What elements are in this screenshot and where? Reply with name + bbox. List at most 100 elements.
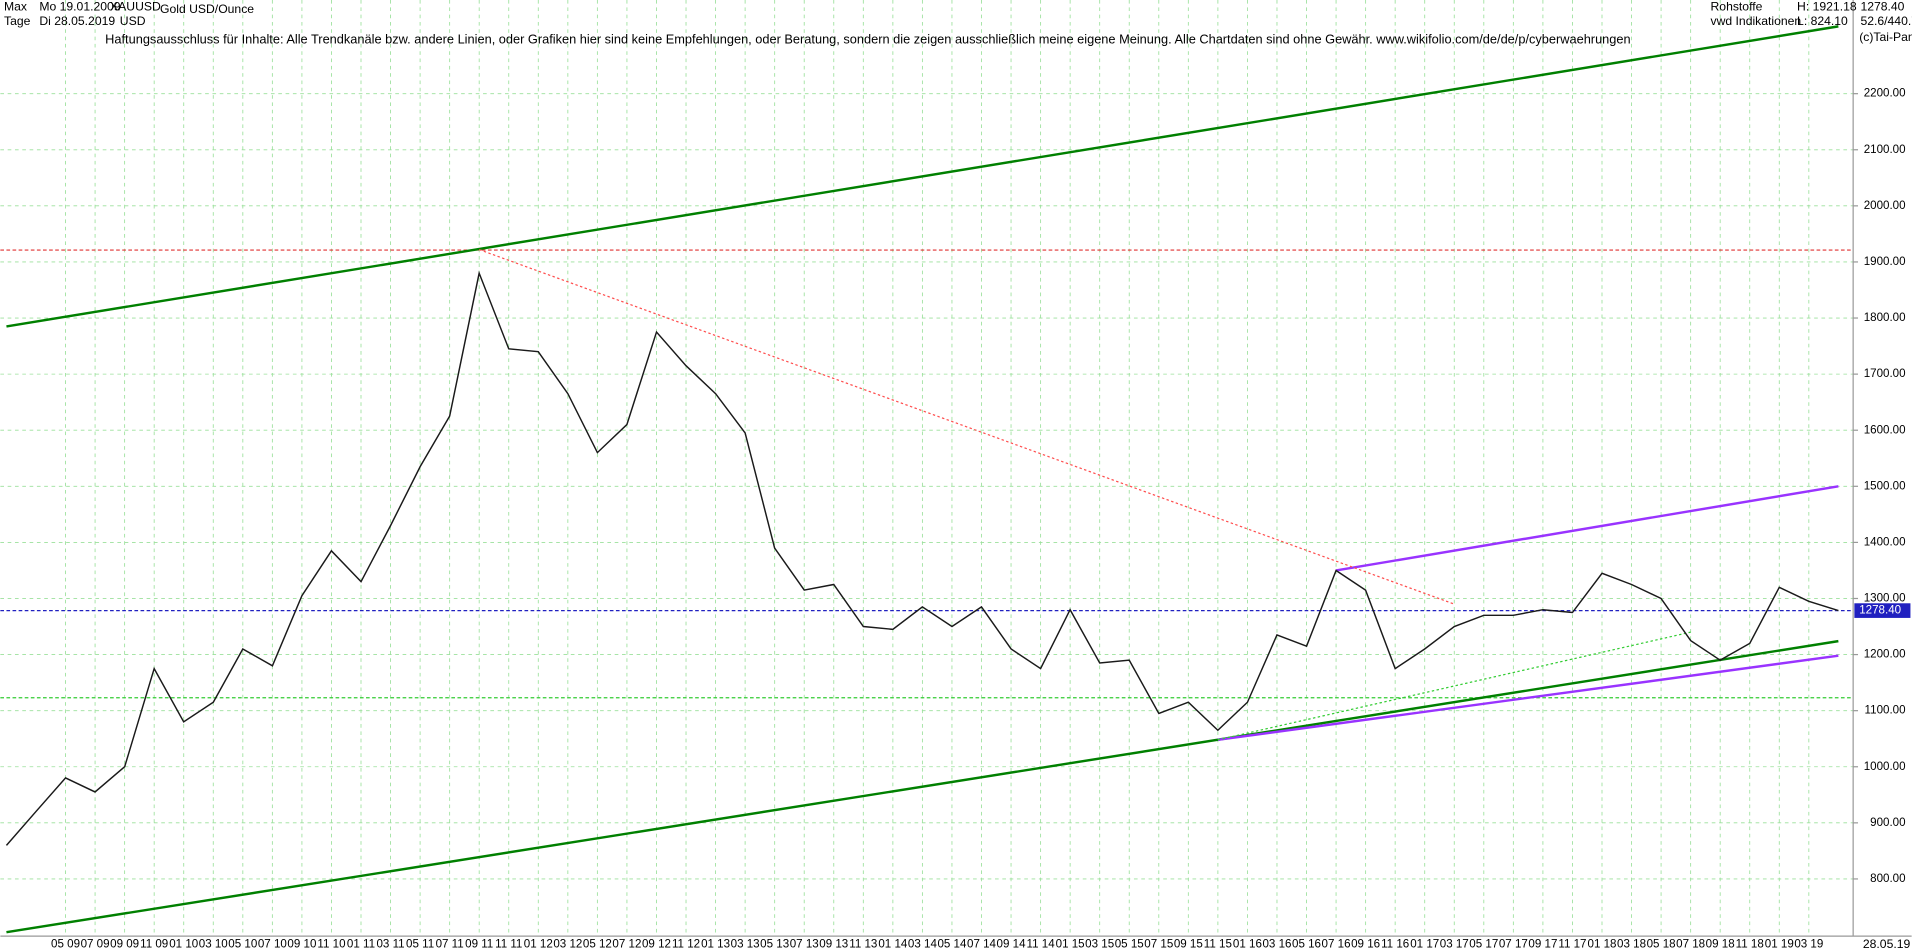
x-tick-label: 09 11: [465, 939, 493, 951]
price-line: [5, 270, 1839, 846]
x-tick-label: 07 18: [1676, 939, 1705, 951]
x-tick-label: 07 16: [1322, 939, 1351, 951]
y-tick-label: 1800.00: [1864, 312, 1906, 324]
x-tick-label: 07 09: [81, 939, 110, 951]
trend-line: [478, 249, 1455, 605]
x-tick-label: 03 17: [1440, 939, 1469, 951]
x-tick-label: 01 14: [878, 939, 908, 951]
copyright: (c)Tai-Pan: [1859, 30, 1912, 44]
x-tick-label: 01 15: [1056, 939, 1085, 951]
x-tick-label: 07 14: [967, 939, 997, 951]
x-tick-label: 05 12: [583, 939, 612, 951]
x-tick-label: 05 17: [1469, 939, 1498, 951]
y-tick-label: 1100.00: [1865, 705, 1906, 717]
range[interactable]: Max: [4, 0, 27, 14]
y-tick-label: 1000.00: [1864, 761, 1906, 773]
trend-line: [1335, 485, 1839, 572]
x-tick-label: 09 14: [997, 939, 1027, 951]
x-tick-label: 01 16: [1233, 939, 1262, 951]
x-tick-label: 09 16: [1351, 939, 1380, 951]
x-tick-label: 11 17: [1558, 939, 1586, 951]
x-tick-label: 07 15: [1144, 939, 1173, 951]
x-tick-label: 09 17: [1528, 939, 1557, 951]
high: H: 1921.18: [1797, 0, 1857, 14]
x-tick-label: 03 15: [1085, 939, 1114, 951]
x-tick-label: 01 12: [524, 939, 553, 951]
x-tick-label: 03 13: [731, 939, 760, 951]
x-tick-label: 11 10: [317, 939, 345, 951]
trend-line: [6, 25, 1839, 328]
x-tick-label: 11 18: [1736, 939, 1764, 951]
x-tick-label: 03 18: [1617, 939, 1646, 951]
currency: USD: [120, 14, 146, 28]
x-tick-label: 11 11: [495, 939, 522, 951]
x-tick-label: 11 15: [1204, 939, 1232, 951]
x-tick-label: 05 11: [406, 939, 434, 951]
x-tick-label: 05 13: [760, 939, 789, 951]
x-tick-label: 05 18: [1647, 939, 1676, 951]
x-tick-label: 07 11: [436, 939, 464, 951]
low: L: 824.10: [1797, 14, 1848, 28]
y-tick-label: 2000.00: [1864, 200, 1906, 212]
x-tick-label: 11 14: [1027, 939, 1056, 951]
x-tick-label: 01 13: [701, 939, 730, 951]
x-tick-label: 07 12: [612, 939, 641, 951]
x-tick-label: 11 16: [1381, 939, 1409, 951]
y-tick-label: 1400.00: [1864, 536, 1906, 548]
last: 1278.40: [1860, 0, 1904, 14]
y-tick-label: 1700.00: [1864, 368, 1906, 380]
group: Rohstoffe: [1711, 0, 1763, 14]
x-tick-label: 03 16: [1262, 939, 1291, 951]
source: vwd Indikationen: [1711, 14, 1802, 28]
x-tick-label: 11 09: [140, 939, 168, 951]
y-tick-label: 1300.00: [1864, 593, 1906, 605]
y-tick-label: 1200.00: [1864, 649, 1906, 661]
disclaimer: Haftungsausschluss für Inhalte: Alle Tre…: [105, 32, 1630, 47]
symbol: XAUUSD: [110, 0, 161, 14]
trend-line: [6, 639, 1839, 934]
last-price-box: [1854, 603, 1911, 618]
x-tick-label: 05 14: [937, 939, 967, 951]
x-tick-label: 01 19: [1765, 939, 1794, 951]
x-tick-label: 09 12: [642, 939, 671, 951]
interval[interactable]: Tage: [4, 14, 31, 28]
x-tick-label: 07 17: [1499, 939, 1528, 951]
y-tick-label: 1900.00: [1864, 256, 1906, 268]
x-tick-label: 01 18: [1588, 939, 1617, 951]
y-tick-label: 1500.00: [1864, 480, 1906, 492]
y-tick-label: 800.00: [1870, 873, 1905, 885]
x-tick-label: 09 10: [287, 939, 316, 951]
instrument: Gold USD/Ounce: [160, 2, 254, 16]
x-tick-label: 05 09: [51, 939, 80, 951]
end-date: Di 28.05.2019: [39, 14, 115, 28]
last-price-label: 1278.40: [1859, 605, 1901, 617]
x-tick-label: 05 15: [1115, 939, 1144, 951]
x-tick-label: 03 19: [1794, 939, 1823, 951]
x-tick-label: 11 13: [849, 939, 877, 951]
x-tick-label: 03 14: [908, 939, 938, 951]
x-tick-label: 09 13: [819, 939, 848, 951]
x-tick-label: 01 17: [1410, 939, 1439, 951]
trend-line: [1217, 654, 1839, 742]
x-tick-label: 01 10: [169, 939, 198, 951]
y-tick-label: 2100.00: [1864, 144, 1906, 156]
x-tick-label: 09 18: [1706, 939, 1735, 951]
end-date-label: 28.05.19: [1863, 937, 1911, 951]
x-tick-label: 03 11: [376, 939, 404, 951]
start-date: Mo 19.01.2009: [39, 0, 120, 14]
x-tick-label: 11 12: [672, 939, 700, 951]
x-tick-label: 07 10: [258, 939, 287, 951]
x-tick-label: 05 10: [228, 939, 257, 951]
x-tick-label: 05 16: [1292, 939, 1321, 951]
x-tick-label: 03 12: [553, 939, 582, 951]
x-tick-label: 01 11: [347, 939, 375, 951]
y-tick-label: 900.00: [1870, 817, 1905, 829]
x-tick-label: 03 10: [199, 939, 228, 951]
x-tick-label: 09 09: [110, 939, 139, 951]
y-tick-label: 2200.00: [1864, 88, 1906, 100]
y-tick-label: 1600.00: [1864, 424, 1906, 436]
ratio: 52.6/440.7: [1860, 14, 1912, 28]
x-tick-label: 07 13: [790, 939, 819, 951]
